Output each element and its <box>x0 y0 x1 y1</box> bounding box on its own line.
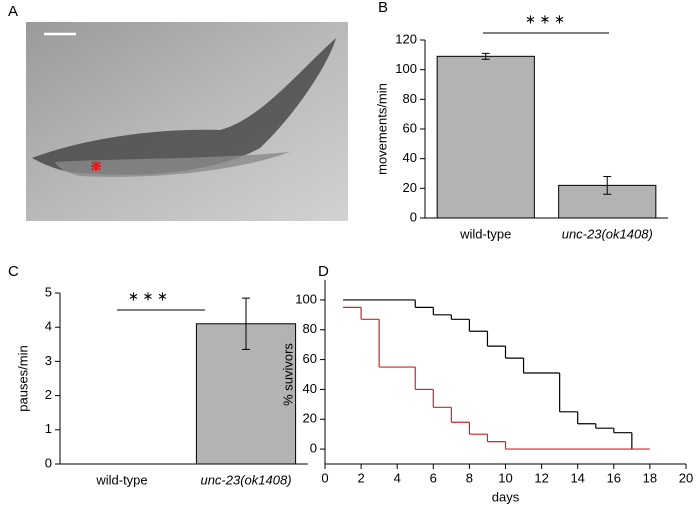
y-tick-label: 1 <box>45 421 52 436</box>
panel-label: A <box>8 3 18 20</box>
y-tick-label: 5 <box>45 284 52 299</box>
bar <box>558 184 657 219</box>
y-tick-label: 100 <box>295 291 317 306</box>
x-tick-label: unc-23(ok1408) <box>200 472 291 487</box>
y-tick-label: 20 <box>403 180 417 195</box>
y-tick-label: 0 <box>310 441 317 456</box>
y-tick-label: 60 <box>403 120 417 135</box>
panel-label: B <box>378 0 388 16</box>
x-tick-label: 0 <box>321 470 328 485</box>
x-tick-label: 16 <box>607 470 621 485</box>
x-tick-label: 10 <box>498 470 512 485</box>
y-tick-label: 60 <box>303 351 317 366</box>
y-tick-label: 2 <box>45 387 52 402</box>
x-tick-label: 20 <box>679 470 693 485</box>
x-tick-label: 12 <box>534 470 548 485</box>
y-axis-label: % suvivors <box>280 343 295 406</box>
micrograph <box>26 22 348 221</box>
x-tick-label: 8 <box>466 470 473 485</box>
panel-label: D <box>318 263 329 280</box>
y-tick-label: 120 <box>395 31 417 46</box>
y-tick-label: 3 <box>45 353 52 368</box>
red-marker <box>91 161 101 171</box>
x-tick-label: 6 <box>430 470 437 485</box>
x-tick-label: 18 <box>643 470 657 485</box>
x-tick-label: 4 <box>394 470 401 485</box>
y-tick-label: 40 <box>303 381 317 396</box>
x-tick-label: 14 <box>570 470 584 485</box>
image-background <box>26 22 348 221</box>
significance: ∗ ∗ ∗ <box>128 288 168 303</box>
y-tick-label: 80 <box>303 321 317 336</box>
y-axis-label: movements/min <box>374 83 389 175</box>
bar <box>436 55 535 219</box>
x-tick-label: 2 <box>357 470 364 485</box>
worm-body <box>32 38 336 175</box>
y-tick-label: 0 <box>45 455 52 470</box>
y-tick-label: 20 <box>303 411 317 426</box>
y-tick-label: 100 <box>395 61 417 76</box>
y-tick-label: 80 <box>403 91 417 106</box>
y-axis-label: pauses/min <box>15 345 30 411</box>
y-tick-label: 40 <box>403 150 417 165</box>
worm-second <box>55 152 290 177</box>
panel-label: C <box>8 263 19 280</box>
x-tick-label: unc-23(ok1408) <box>562 226 653 241</box>
y-tick-label: 4 <box>45 319 52 334</box>
x-tick-label: wild-type <box>459 226 511 241</box>
x-tick-label: wild-type <box>95 472 147 487</box>
significance: ∗ ∗ ∗ <box>525 11 565 26</box>
x-axis-label: days <box>492 489 520 504</box>
y-tick-label: 0 <box>410 209 417 224</box>
